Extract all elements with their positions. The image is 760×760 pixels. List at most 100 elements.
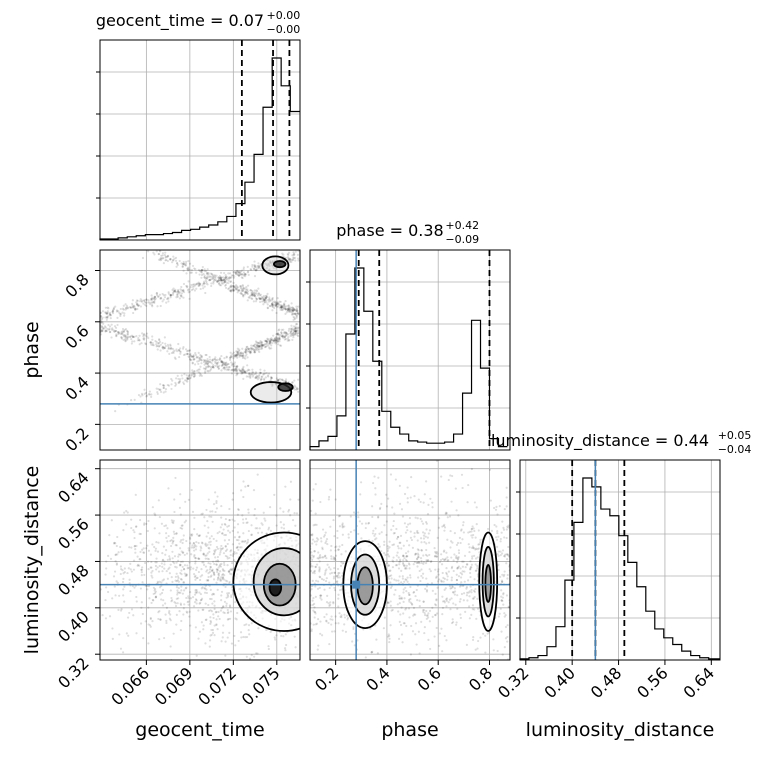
scatter-point [146, 335, 149, 338]
scatter-point [188, 536, 192, 539]
scatter-point [101, 316, 104, 319]
scatter-point [187, 600, 190, 603]
scatter-point [469, 571, 472, 575]
scatter-point [228, 580, 231, 584]
scatter-point [214, 491, 217, 494]
scatter-point [180, 374, 183, 377]
scatter-point [502, 592, 505, 595]
scatter-point [187, 280, 190, 283]
scatter-point [505, 528, 508, 531]
scatter-point [126, 336, 129, 339]
scatter-point [235, 288, 238, 291]
scatter-point [458, 536, 461, 539]
scatter-point [389, 624, 392, 627]
scatter-point [352, 627, 355, 631]
scatter-point [104, 306, 107, 309]
scatter-point [180, 527, 184, 530]
scatter-point [126, 330, 129, 333]
scatter-point [190, 355, 193, 359]
scatter-point [101, 325, 104, 328]
scatter-point [119, 647, 123, 650]
scatter-point [227, 282, 230, 285]
scatter-point [408, 600, 411, 603]
scatter-point [400, 597, 404, 600]
scatter-point [278, 340, 281, 343]
scatter-point [214, 364, 217, 368]
scatter-point [256, 527, 259, 530]
scatter-point [234, 367, 237, 371]
scatter-point [272, 339, 275, 342]
scatter-point [200, 541, 204, 544]
scatter-point [209, 622, 212, 625]
scatter-point [135, 299, 139, 302]
scatter-point [197, 609, 200, 612]
scatter-point [147, 246, 149, 248]
scatter-point [422, 610, 425, 614]
scatter-point [188, 356, 191, 359]
scatter-point [440, 475, 443, 478]
scatter-point [507, 555, 510, 558]
scatter-point [216, 578, 219, 581]
scatter-point [241, 369, 244, 372]
scatter-point [336, 529, 339, 533]
scatter-point [435, 555, 438, 558]
scatter-point [404, 586, 407, 589]
scatter-point [216, 280, 219, 283]
scatter-point [295, 308, 298, 311]
scatter-point [183, 572, 186, 575]
scatter-point [177, 342, 180, 346]
scatter-point [423, 493, 426, 496]
scatter-point [453, 590, 457, 593]
scatter-point [230, 284, 233, 287]
scatter-point [287, 307, 290, 310]
scatter-point [467, 483, 470, 487]
scatter-point [131, 302, 134, 305]
scatter-point [503, 508, 506, 511]
scatter-point [213, 358, 216, 361]
scatter-point [406, 529, 409, 532]
scatter-point [195, 588, 198, 592]
scatter-point [117, 310, 120, 313]
scatter-point [295, 329, 298, 333]
scatter-point [285, 334, 288, 337]
scatter-point [162, 298, 165, 301]
scatter-point [451, 474, 454, 478]
scatter-point [112, 575, 116, 578]
scatter-point [118, 633, 121, 636]
scatter-point [237, 353, 240, 356]
scatter-point [383, 543, 386, 546]
scatter-point [188, 374, 191, 377]
scatter-point [293, 329, 296, 333]
scatter-point [164, 259, 167, 262]
scatter-point [205, 554, 208, 557]
scatter-point [402, 559, 405, 562]
scatter-point [186, 377, 189, 381]
scatter-point [284, 300, 287, 303]
scatter-point [113, 585, 116, 588]
scatter-point [288, 309, 291, 313]
scatter-point [197, 268, 200, 272]
scatter-point [470, 530, 473, 533]
scatter-point [311, 584, 314, 588]
scatter-point [506, 573, 509, 577]
scatter-point [434, 603, 437, 606]
scatter-point [474, 536, 477, 539]
scatter-point [282, 527, 286, 530]
scatter-point [388, 640, 391, 644]
scatter-point [397, 637, 401, 640]
scatter-point [182, 581, 186, 584]
scatter-point [445, 512, 448, 515]
scatter-point [125, 329, 129, 332]
scatter-point [399, 597, 402, 600]
scatter-point [292, 312, 295, 315]
scatter-point [218, 281, 221, 285]
scatter-point [444, 557, 447, 560]
scatter-point [132, 559, 136, 562]
scatter-point [447, 559, 450, 562]
scatter-point [445, 599, 448, 602]
scatter-point [231, 568, 234, 571]
scatter-point [157, 388, 160, 391]
scatter-point [115, 309, 119, 312]
scatter-point [224, 276, 227, 279]
scatter-point [276, 305, 279, 309]
